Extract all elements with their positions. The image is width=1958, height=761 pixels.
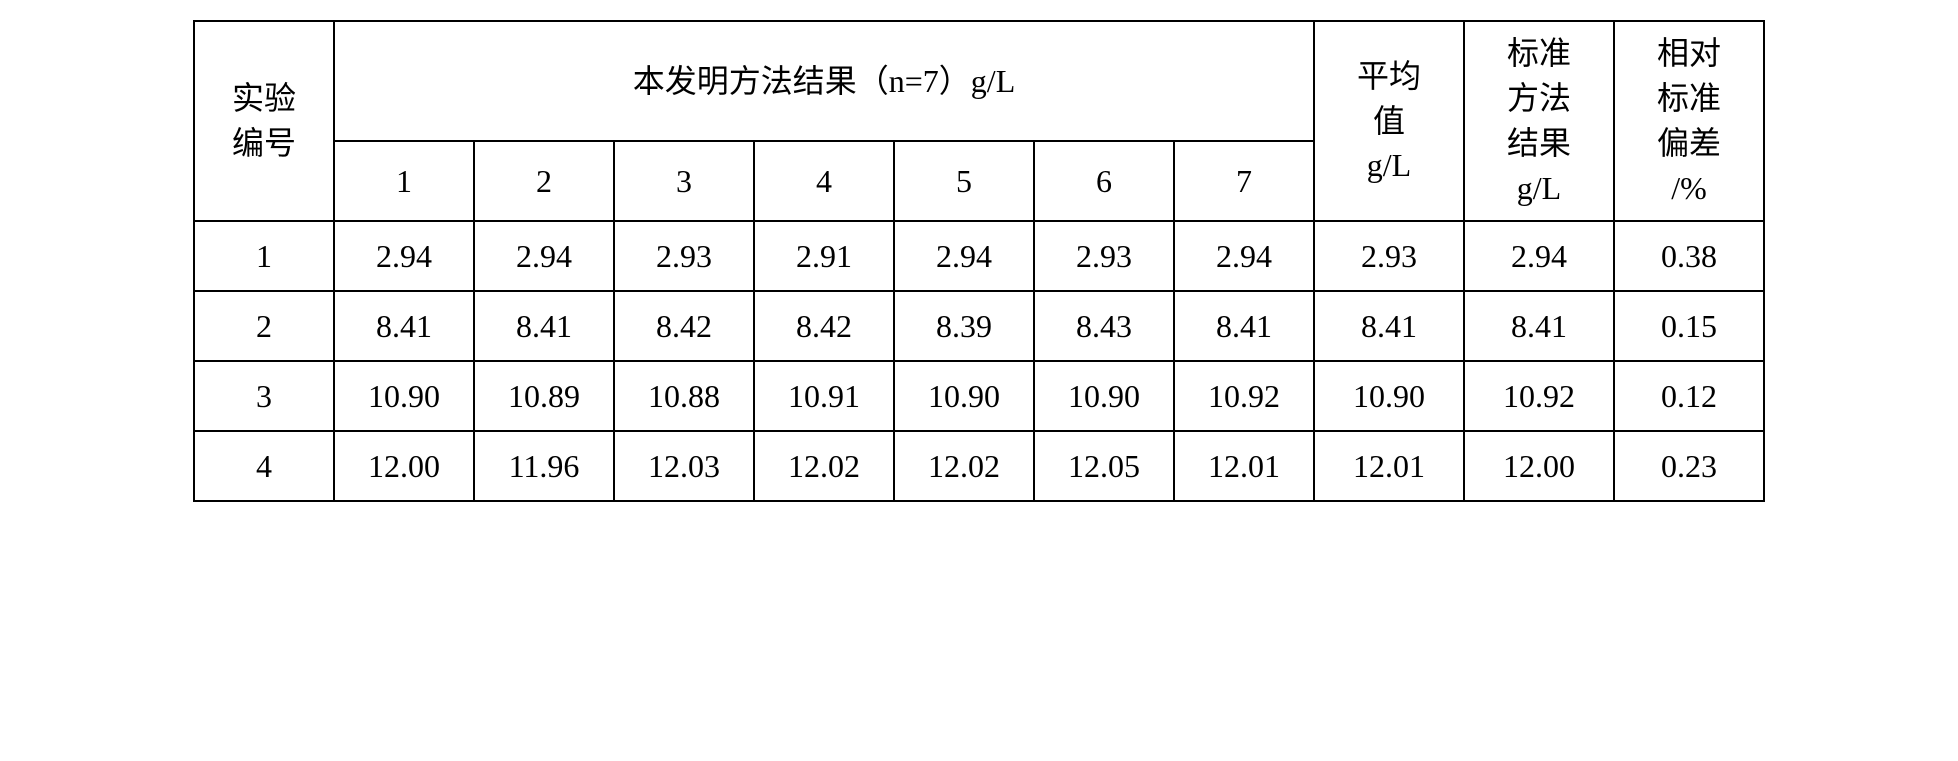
- cell-rsd: 0.12: [1614, 361, 1764, 431]
- cell-value: 12.00: [334, 431, 474, 501]
- cell-value: 8.41: [334, 291, 474, 361]
- cell-value: 2.93: [1034, 221, 1174, 291]
- cell-standard: 10.92: [1464, 361, 1614, 431]
- cell-value: 2.94: [334, 221, 474, 291]
- table-row: 1 2.94 2.94 2.93 2.91 2.94 2.93 2.94 2.9…: [194, 221, 1764, 291]
- cell-experiment-id: 1: [194, 221, 334, 291]
- cell-value: 8.39: [894, 291, 1034, 361]
- cell-value: 12.05: [1034, 431, 1174, 501]
- cell-value: 2.91: [754, 221, 894, 291]
- header-trial-3: 3: [614, 141, 754, 221]
- cell-value: 8.41: [474, 291, 614, 361]
- header-rsd-text: 相对标准偏差/%: [1657, 35, 1721, 205]
- experiment-results-table: 实验编号 本发明方法结果（n=7）g/L 平均值g/L 标准方法结果g/L 相对…: [193, 20, 1765, 502]
- cell-value: 11.96: [474, 431, 614, 501]
- header-trial-1: 1: [334, 141, 474, 221]
- header-trial-4: 4: [754, 141, 894, 221]
- header-trial-2: 2: [474, 141, 614, 221]
- header-rsd: 相对标准偏差/%: [1614, 21, 1764, 221]
- cell-standard: 2.94: [1464, 221, 1614, 291]
- header-standard-method: 标准方法结果g/L: [1464, 21, 1614, 221]
- header-method-results-text: 本发明方法结果（n=7）g/L: [633, 63, 1016, 99]
- header-experiment-id-text: 实验编号: [232, 80, 296, 161]
- table-row: 2 8.41 8.41 8.42 8.42 8.39 8.43 8.41 8.4…: [194, 291, 1764, 361]
- header-trial-7: 7: [1174, 141, 1314, 221]
- cell-value: 10.90: [334, 361, 474, 431]
- cell-rsd: 0.15: [1614, 291, 1764, 361]
- table-header: 实验编号 本发明方法结果（n=7）g/L 平均值g/L 标准方法结果g/L 相对…: [194, 21, 1764, 221]
- table-row: 4 12.00 11.96 12.03 12.02 12.02 12.05 12…: [194, 431, 1764, 501]
- cell-value: 12.02: [894, 431, 1034, 501]
- cell-experiment-id: 2: [194, 291, 334, 361]
- cell-value: 12.01: [1174, 431, 1314, 501]
- cell-average: 2.93: [1314, 221, 1464, 291]
- cell-value: 10.92: [1174, 361, 1314, 431]
- header-standard-method-text: 标准方法结果g/L: [1507, 35, 1571, 205]
- cell-value: 2.94: [474, 221, 614, 291]
- header-method-results: 本发明方法结果（n=7）g/L: [334, 21, 1314, 141]
- cell-average: 10.90: [1314, 361, 1464, 431]
- cell-rsd: 0.23: [1614, 431, 1764, 501]
- cell-value: 8.43: [1034, 291, 1174, 361]
- cell-standard: 12.00: [1464, 431, 1614, 501]
- header-average-text: 平均值g/L: [1357, 58, 1421, 184]
- cell-value: 12.02: [754, 431, 894, 501]
- cell-average: 8.41: [1314, 291, 1464, 361]
- cell-rsd: 0.38: [1614, 221, 1764, 291]
- cell-value: 10.89: [474, 361, 614, 431]
- cell-value: 8.42: [614, 291, 754, 361]
- table-row: 3 10.90 10.89 10.88 10.91 10.90 10.90 10…: [194, 361, 1764, 431]
- cell-standard: 8.41: [1464, 291, 1614, 361]
- cell-value: 10.90: [1034, 361, 1174, 431]
- cell-value: 2.93: [614, 221, 754, 291]
- header-trial-6: 6: [1034, 141, 1174, 221]
- cell-average: 12.01: [1314, 431, 1464, 501]
- cell-experiment-id: 4: [194, 431, 334, 501]
- header-experiment-id: 实验编号: [194, 21, 334, 221]
- cell-value: 10.91: [754, 361, 894, 431]
- cell-value: 10.88: [614, 361, 754, 431]
- cell-value: 8.42: [754, 291, 894, 361]
- cell-value: 8.41: [1174, 291, 1314, 361]
- cell-value: 12.03: [614, 431, 754, 501]
- cell-value: 2.94: [1174, 221, 1314, 291]
- table-body: 1 2.94 2.94 2.93 2.91 2.94 2.93 2.94 2.9…: [194, 221, 1764, 501]
- cell-value: 10.90: [894, 361, 1034, 431]
- cell-experiment-id: 3: [194, 361, 334, 431]
- header-average: 平均值g/L: [1314, 21, 1464, 221]
- header-trial-5: 5: [894, 141, 1034, 221]
- cell-value: 2.94: [894, 221, 1034, 291]
